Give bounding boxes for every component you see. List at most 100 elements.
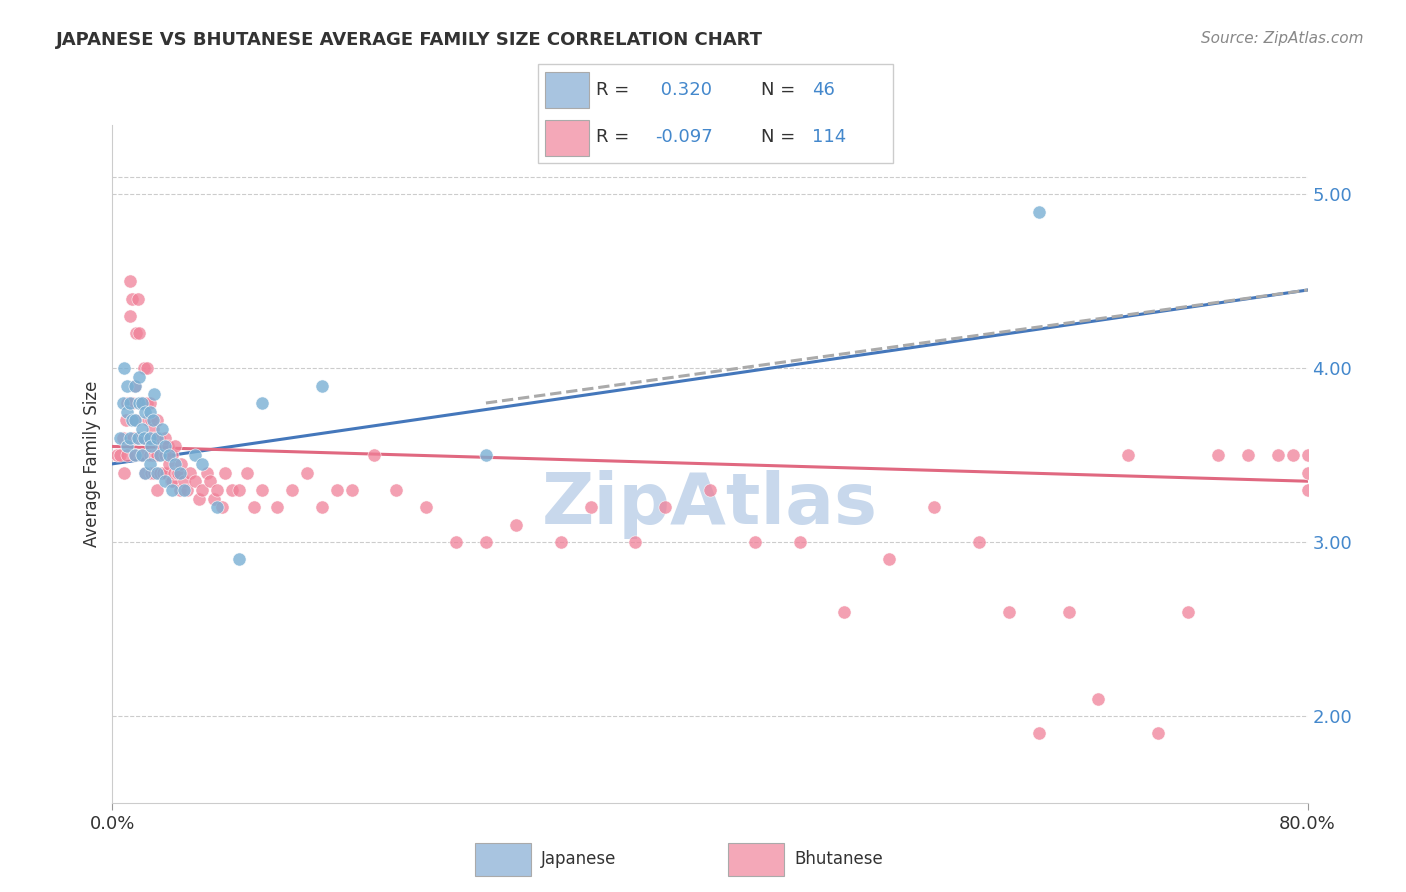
Point <box>143 466 166 480</box>
Point <box>139 396 162 410</box>
Point <box>124 413 146 427</box>
Point <box>205 500 228 515</box>
Point <box>149 448 172 462</box>
Point <box>699 483 721 497</box>
Point <box>134 466 156 480</box>
Point <box>744 535 766 549</box>
Point <box>141 466 163 480</box>
Point <box>153 474 176 488</box>
Point <box>295 466 318 480</box>
Point <box>128 431 150 445</box>
Point <box>162 448 183 462</box>
Point <box>654 500 676 515</box>
Point <box>117 448 139 462</box>
FancyBboxPatch shape <box>546 71 589 108</box>
Point <box>120 274 142 288</box>
Point <box>834 605 856 619</box>
Point <box>311 378 333 392</box>
Point <box>176 483 198 497</box>
Y-axis label: Average Family Size: Average Family Size <box>83 381 101 547</box>
Point <box>228 483 250 497</box>
Point <box>311 500 333 515</box>
Point <box>114 361 135 376</box>
Text: 46: 46 <box>813 81 835 99</box>
Point <box>922 500 945 515</box>
Point <box>169 483 191 497</box>
Point <box>146 483 169 497</box>
Point <box>131 448 153 462</box>
Point <box>117 440 139 454</box>
Point <box>115 413 138 427</box>
Point <box>149 466 172 480</box>
Point <box>195 466 218 480</box>
FancyBboxPatch shape <box>728 843 785 876</box>
Point <box>117 405 139 419</box>
Point <box>128 326 150 341</box>
Point <box>340 483 363 497</box>
Point <box>142 422 165 436</box>
Point <box>134 431 156 445</box>
Point <box>385 483 408 497</box>
Point <box>135 361 157 376</box>
Point <box>165 440 187 454</box>
Point <box>1028 204 1050 219</box>
Point <box>124 448 146 462</box>
Point <box>124 413 146 427</box>
Point <box>211 500 233 515</box>
Point <box>146 466 169 480</box>
Point <box>138 413 160 427</box>
Point <box>146 431 169 445</box>
Point <box>139 448 162 462</box>
Point <box>157 457 180 471</box>
Point <box>1087 691 1109 706</box>
Point <box>150 422 173 436</box>
Point <box>169 466 191 480</box>
Point <box>188 491 211 506</box>
Point <box>108 448 131 462</box>
FancyBboxPatch shape <box>475 843 531 876</box>
Point <box>124 448 146 462</box>
Point <box>1028 726 1050 740</box>
Point <box>114 466 135 480</box>
Point <box>1296 466 1319 480</box>
Point <box>475 448 498 462</box>
Point <box>170 457 193 471</box>
Point <box>205 483 228 497</box>
Point <box>122 431 145 445</box>
Point <box>142 413 165 427</box>
Point <box>132 361 155 376</box>
Point <box>148 431 170 445</box>
Text: 114: 114 <box>813 128 846 146</box>
Point <box>124 378 146 392</box>
Point <box>146 448 169 462</box>
Point <box>1206 448 1229 462</box>
Point <box>129 396 152 410</box>
Point <box>131 396 153 410</box>
Point <box>444 535 467 549</box>
Point <box>183 448 205 462</box>
Point <box>127 431 149 445</box>
Point <box>363 448 385 462</box>
Point <box>183 474 205 488</box>
Point <box>221 483 243 497</box>
Point <box>266 500 288 515</box>
Text: Source: ZipAtlas.com: Source: ZipAtlas.com <box>1201 31 1364 46</box>
Point <box>121 292 143 306</box>
Point <box>163 466 186 480</box>
Point <box>121 413 143 427</box>
Point <box>1057 605 1080 619</box>
Point <box>1237 448 1260 462</box>
Point <box>162 474 183 488</box>
Point <box>134 466 156 480</box>
Point <box>134 405 156 419</box>
Point <box>117 378 139 392</box>
Point <box>120 309 142 323</box>
Point <box>191 457 214 471</box>
Point <box>139 405 162 419</box>
Point <box>131 448 153 462</box>
Point <box>998 605 1021 619</box>
Point <box>505 517 527 532</box>
Text: R =: R = <box>596 81 630 99</box>
Point <box>121 396 143 410</box>
Point <box>128 370 150 384</box>
